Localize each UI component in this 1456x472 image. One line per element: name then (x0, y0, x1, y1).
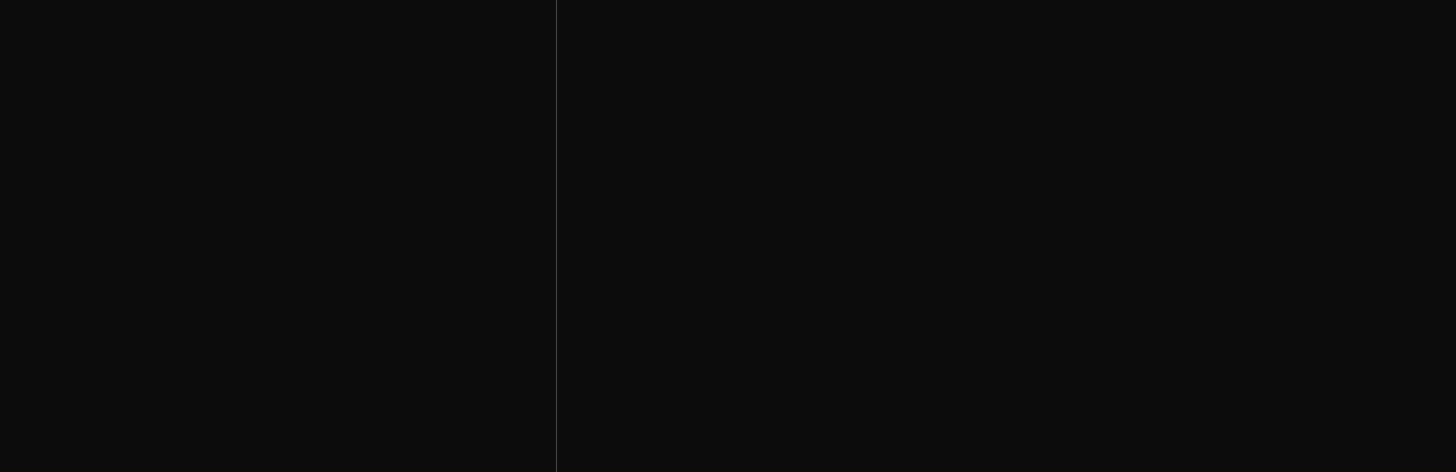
Text: ↓: ↓ (281, 464, 290, 472)
Text: ↓: ↓ (1021, 464, 1029, 472)
Text: amberdata: amberdata (871, 218, 1179, 266)
Bar (15, 328, 22, 392)
Text: BTC: BTC (45, 36, 61, 45)
Text: Coin 2: Coin 2 (489, 59, 514, 68)
Text: Term Structure Comparison BTC vs. ETH: Term Structure Comparison BTC vs. ETH (610, 14, 860, 24)
Bar (15, 328, 84, 392)
Text: ⬛ ⓘ ⋮: ⬛ ⓘ ⋮ (1411, 23, 1434, 32)
Text: 01/27/2025: 01/27/2025 (116, 92, 165, 101)
Text: Coin 1: Coin 1 (422, 59, 447, 68)
Text: amberdata: amberdata (191, 210, 428, 248)
Text: BTC: BTC (610, 36, 628, 45)
Text: Amberdata. (amberdata.io): Amberdata. (amberdata.io) (1328, 447, 1414, 451)
Text: Expiry: Expiry (300, 59, 325, 68)
Text: 2025-03-28 08:00: 2025-03-28 08:00 (297, 92, 373, 101)
Text: ⬛ ⓘ ⋮: ⬛ ⓘ ⋮ (511, 23, 536, 32)
Text: Interval: Interval (239, 59, 269, 68)
Text: BTC: BTC (422, 92, 438, 101)
Text: Amberdata. (amberdata.io): Amberdata. (amberdata.io) (454, 447, 540, 451)
Text: 1 day: 1 day (239, 92, 262, 101)
Text: ⊙: ⊙ (1021, 447, 1029, 457)
Text: Relative Vol by Expiration: Relative Vol by Expiration (45, 14, 205, 24)
Text: 04/27/2024: 04/27/2024 (9, 92, 57, 101)
Text: ETH: ETH (489, 92, 507, 101)
Text: Coin 1: Coin 1 (55, 411, 84, 420)
Text: ⊙: ⊙ (281, 447, 290, 457)
Text: Date Range: Date Range (9, 59, 54, 68)
Text: Coin 2: Coin 2 (128, 411, 157, 420)
Text: BTC: BTC (652, 411, 670, 420)
Text: ETH: ETH (719, 411, 737, 420)
